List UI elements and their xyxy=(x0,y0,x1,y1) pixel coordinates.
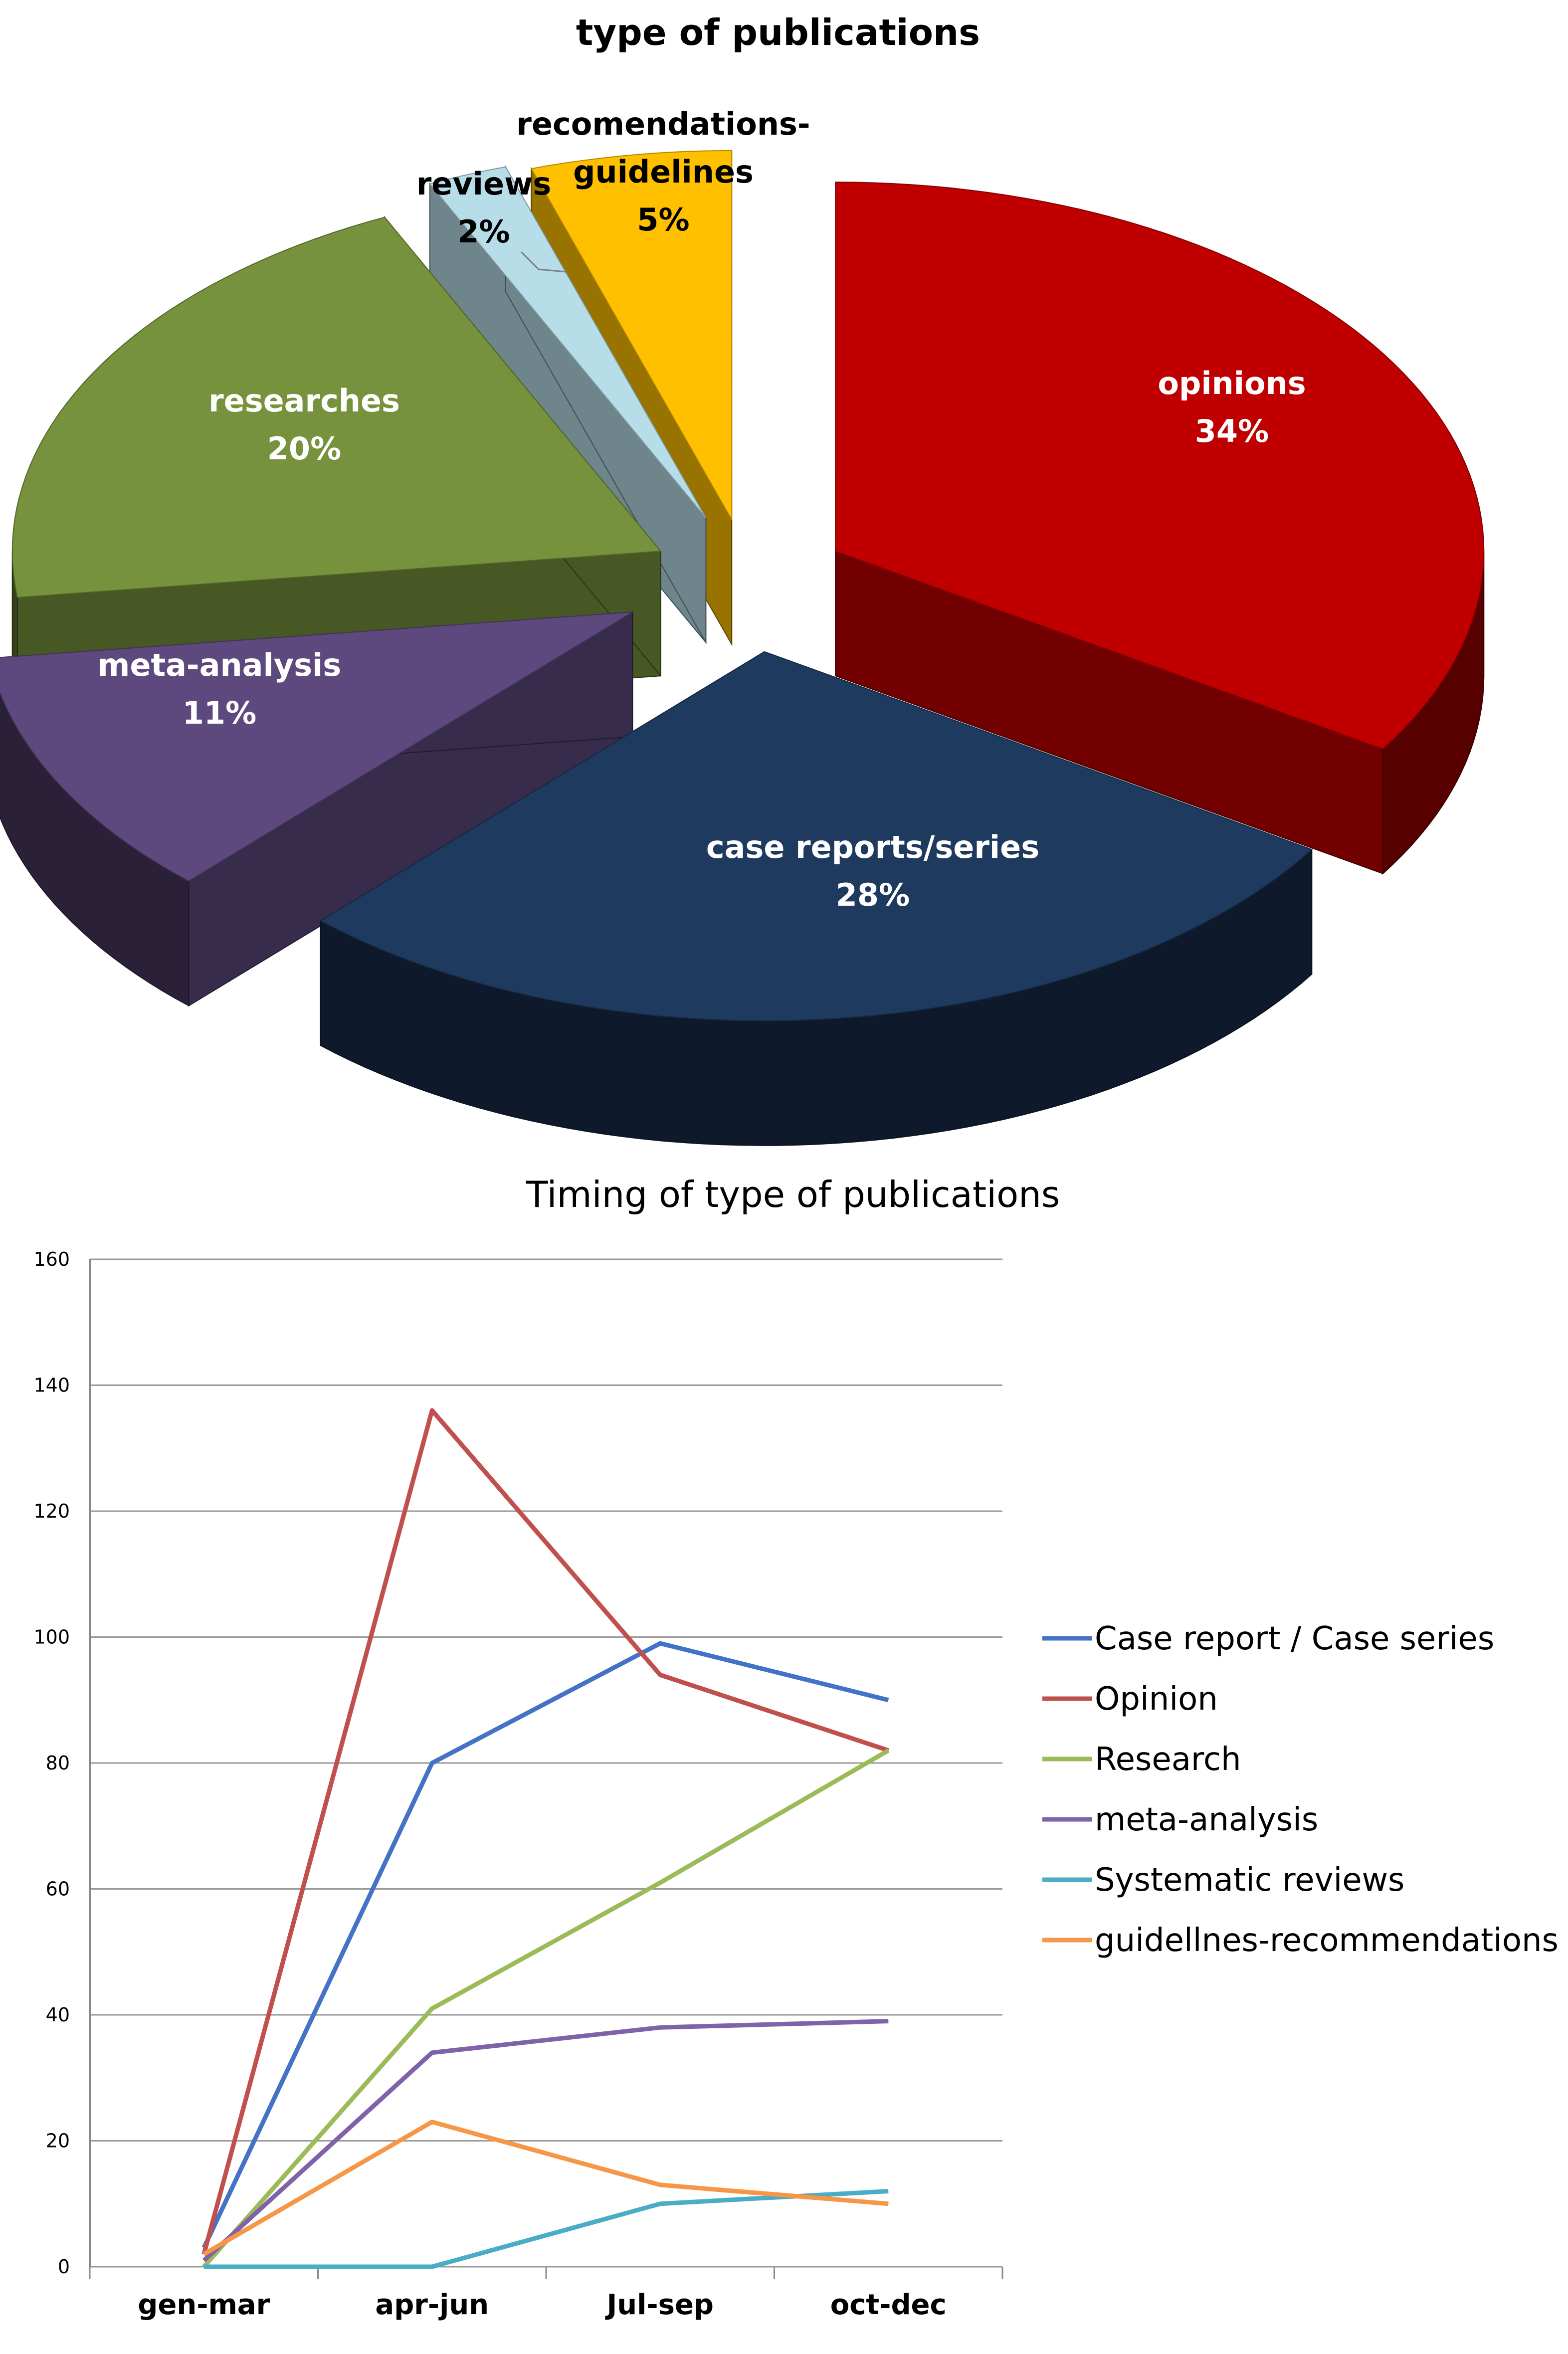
pie-slice xyxy=(835,182,1485,875)
pie-slice-top xyxy=(0,611,633,882)
legend-entry-label: Opinion xyxy=(1095,1681,1218,1718)
legend-entry-label: Case report / Case series xyxy=(1095,1620,1494,1657)
pie-slice-top xyxy=(319,651,1313,1021)
line-series-path xyxy=(201,1641,889,2249)
line-series-path xyxy=(201,1408,889,2255)
line-chart-x-tick-labels: gen-mar apr-jun Jul-sep oct-dec xyxy=(138,2289,946,2321)
x-tick-label: gen-mar xyxy=(138,2289,270,2321)
x-tick-label: Jul-sep xyxy=(604,2289,714,2321)
pie-slice-label: case reports/series 28% xyxy=(706,829,1039,913)
pie-slice-top xyxy=(429,166,707,518)
pie-chart: type of publications opinions 34% case rep… xyxy=(0,11,1485,1146)
line-series-path xyxy=(202,2120,889,2256)
line-chart-y-tick-labels: 0 20 40 60 80 100 120 140 160 xyxy=(33,1248,70,2278)
pie-labels: opinions 34% case reports/series 28% meta-an… xyxy=(98,106,1306,913)
y-tick-label: 140 xyxy=(33,1374,70,1396)
y-tick-label: 40 xyxy=(46,2004,70,2026)
line-series-path xyxy=(203,2189,889,2269)
legend-entry-label: meta-analysis xyxy=(1095,1801,1318,1838)
pie-chart-title: type of publications xyxy=(576,11,980,53)
x-tick-label: apr-jun xyxy=(375,2289,489,2321)
y-tick-label: 100 xyxy=(33,1626,70,1648)
y-tick-label: 20 xyxy=(46,2130,70,2152)
pie-slices xyxy=(0,150,1485,1146)
y-tick-label: 0 xyxy=(58,2256,70,2278)
pie-slice-label: recomendations-guidelines 5% xyxy=(516,106,810,238)
line-series-path xyxy=(202,2019,889,2262)
pie-slice xyxy=(0,611,633,1007)
y-tick-label: 160 xyxy=(33,1248,70,1270)
pie-slice-label: opinions 34% xyxy=(1158,365,1306,449)
pie-slice-top xyxy=(530,150,733,522)
y-tick-label: 60 xyxy=(46,1878,70,1900)
line-chart: Timing of type of publications 0 20 40 60 80… xyxy=(33,1174,1558,2321)
pie-slice-top xyxy=(11,216,662,598)
pie-slice-top xyxy=(835,182,1485,750)
pie-slice xyxy=(319,651,1313,1146)
line-chart-title: Timing of type of publications xyxy=(526,1174,1060,1215)
y-tick-label: 120 xyxy=(33,1500,70,1522)
pie-leader-line xyxy=(520,251,567,273)
line-chart-series xyxy=(201,1408,890,2269)
y-tick-label: 80 xyxy=(46,1752,70,1774)
legend-entry-label: Research xyxy=(1095,1741,1241,1778)
line-series-path xyxy=(202,1748,890,2268)
pie-slice-label: researches 20% xyxy=(208,383,400,467)
pie-slice-label: reviews 2% xyxy=(416,166,552,250)
pie-slice-label: meta-analysis 11% xyxy=(98,647,341,731)
x-tick-label: oct-dec xyxy=(830,2289,947,2321)
line-chart-legend: Case report / Case series Opinion Research… xyxy=(1042,1620,1559,1959)
legend-entry-label: guidellnes-recommendations xyxy=(1095,1922,1559,1959)
legend-entry-label: Systematic reviews xyxy=(1095,1862,1404,1899)
